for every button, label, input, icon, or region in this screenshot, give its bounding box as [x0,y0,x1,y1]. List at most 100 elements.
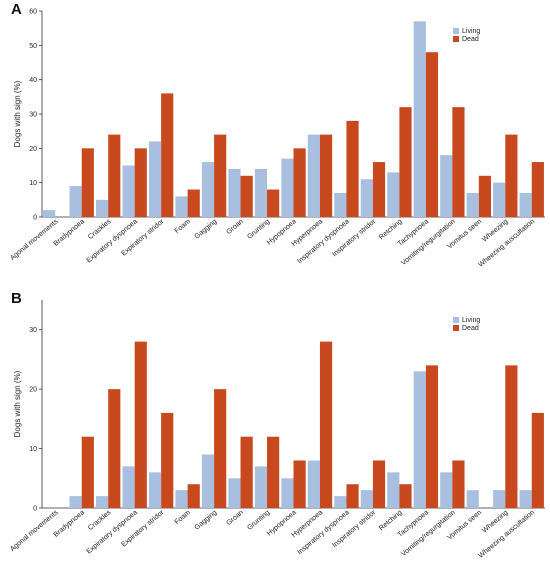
x-tick-label: Grunting [246,509,271,532]
bar-living-groan [228,168,241,217]
bar-dead-crackles [108,134,121,217]
bar-living-hyperpnoea [307,460,320,508]
legend-label-living: Living [462,28,480,35]
legend-swatch-dead [453,325,459,331]
y-tick-label: 0 [33,506,37,513]
bar-dead-inspiratory-stridor [372,162,386,217]
bar-dead-gagging [214,389,227,508]
bar-dead-grunting [267,189,280,217]
x-tick-label: Groan [225,509,244,527]
x-tick-label: Inspiratory dyspnoea [296,509,350,556]
x-tick-label: Inspiratory dyspnoea [296,218,350,265]
y-tick-label: 10 [29,180,37,187]
legend-swatch-living [453,28,459,34]
y-tick-label: 40 [29,77,37,84]
x-tick-label: Expiratory dyspnoea [86,509,139,555]
bar-living-hypopnoea [281,478,294,508]
y-tick-label: 0 [33,215,37,222]
bar-living-vomitus-seen [466,490,479,508]
x-tick-label: Groan [225,218,244,236]
bar-dead-hypopnoea [293,460,306,508]
bar-dead-groan [240,436,253,508]
bar-living-grunting [254,168,268,217]
bar-living-retching [387,472,400,508]
bar-dead-foam [187,189,200,217]
bar-dead-expiratory-stridor [161,412,174,508]
bar-dead-groan [240,175,253,217]
bar-living-bradypnoea [69,186,82,217]
bar-dead-crackles [108,389,121,508]
bar-living-expiratory-dyspnoea [122,466,135,508]
bar-living-crackles [96,496,109,508]
bar-living-foam [175,490,188,508]
bar-dead-foam [187,484,200,508]
y-tick-label: 20 [29,146,37,153]
y-tick-label: 30 [29,327,37,334]
x-tick-label: Crackles [87,509,113,532]
bar-living-gagging [201,454,215,508]
y-tick-label: 20 [29,387,37,394]
bar-living-agonal-movements [43,210,56,217]
legend-label-dead: Dead [462,36,479,43]
x-tick-label: Agonal movements [9,218,60,262]
bar-living-inspiratory-dyspnoea [334,496,347,508]
bar-living-bradypnoea [69,496,82,508]
bar-living-expiratory-stridor [148,472,162,508]
panel-label: A [11,1,22,18]
bar-dead-expiratory-stridor [161,93,174,217]
x-tick-label: Retching [378,218,404,241]
bar-dead-vomiting-regurgitation [452,460,465,508]
bar-living-crackles [96,199,109,217]
chart-panel-b: B 0 10 20 30 Dogs with sign (%) Agonal movemen… [9,290,545,560]
y-tick-label: 60 [29,9,37,16]
y-tick-label: 10 [29,446,37,453]
bar-living-inspiratory-stridor [360,490,373,508]
bar-living-inspiratory-dyspnoea [334,192,347,217]
bar-dead-tachypnoea [425,365,439,508]
bar-living-retching [387,172,400,217]
bar-living-wheezing-auscultation [519,192,532,217]
bar-dead-inspiratory-stridor [372,460,386,508]
bar-dead-wheezing [505,365,518,508]
panel-label: B [11,290,22,307]
bar-living-vomiting-regurgitation [440,155,453,217]
y-tick-label: 30 [29,112,37,119]
bar-dead-hypopnoea [293,148,306,217]
x-tick-label: Retching [378,509,404,532]
chart-panel-a: A 0 10 20 30 40 50 60 Dogs with sign (%) Agonal m… [9,1,545,269]
bar-dead-gagging [214,134,227,217]
bar-dead-grunting [267,436,280,508]
legend-swatch-living [453,317,459,323]
legend-label-dead: Dead [462,325,479,332]
bar-dead-bradypnoea [81,148,94,217]
bar-living-gagging [201,162,215,217]
bar-dead-hyperpnoea [319,134,333,217]
bar-dead-wheezing-auscultation [531,162,544,217]
bar-dead-retching [399,107,412,217]
y-axis-label: Dogs with sign (%) [13,80,22,147]
x-tick-label: Agonal movements [9,509,60,553]
bar-living-wheezing-auscultation [519,490,532,508]
y-tick-label: 50 [29,43,37,50]
bar-living-grunting [254,466,268,508]
bar-living-hyperpnoea [307,134,320,217]
bar-dead-expiratory-dyspnoea [134,148,147,217]
bar-living-expiratory-dyspnoea [122,165,135,217]
x-tick-label: Foam [174,509,192,526]
x-tick-label: Foam [174,218,192,235]
bar-living-tachypnoea [413,21,426,217]
x-tick-label: Gagging [194,218,219,240]
bar-living-vomiting-regurgitation [440,472,453,508]
legend-label-living: Living [462,317,480,324]
bar-living-vomitus-seen [466,192,479,217]
y-axis-label: Dogs with sign (%) [13,370,22,437]
bar-living-groan [228,478,241,508]
bar-dead-tachypnoea [425,52,439,218]
bar-dead-wheezing [505,134,518,217]
x-tick-label: Expiratory dyspnoea [86,218,139,264]
x-tick-label: Crackles [87,218,113,241]
x-tick-label: Grunting [246,218,271,241]
